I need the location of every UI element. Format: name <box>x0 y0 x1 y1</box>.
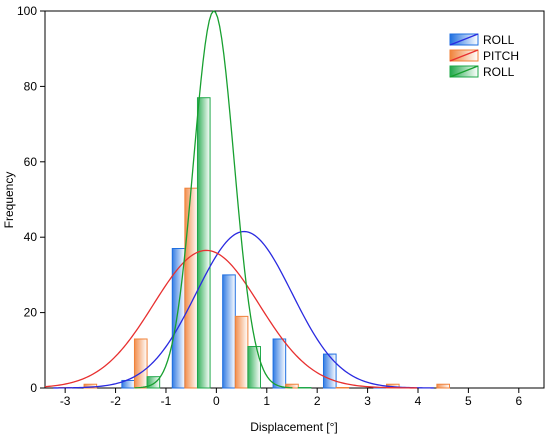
y-tick-label: 60 <box>24 155 38 169</box>
x-tick-label: 5 <box>465 394 472 408</box>
y-tick-label: 100 <box>17 4 37 18</box>
fit-curve-series2 <box>44 249 418 389</box>
bar-series2-3 <box>184 187 198 389</box>
y-axis: 0 20 40 60 80 100 <box>17 4 45 395</box>
bar-series2-6 <box>335 387 350 389</box>
bars-layer <box>58 97 450 389</box>
x-axis-title: Displacement [°] <box>250 420 338 434</box>
x-tick-label: 2 <box>314 394 321 408</box>
fit-curve-series1 <box>53 230 434 389</box>
legend-curve-sample-1 <box>449 33 479 46</box>
bar-series1-2 <box>222 274 236 389</box>
bar-series3-3 <box>297 387 312 389</box>
legend-label-3: ROLL <box>483 65 515 79</box>
y-tick-label: 40 <box>24 230 38 244</box>
legend-curve-sample-3 <box>449 65 479 78</box>
bar-series3-2 <box>247 346 261 389</box>
curves-layer <box>44 10 434 389</box>
bar-series1-4 <box>322 353 337 389</box>
bar-series1-3 <box>272 338 287 389</box>
legend-label-1: ROLL <box>483 33 515 47</box>
legend: ROLL PITCH ROLL <box>449 33 519 79</box>
fit-curve-series3 <box>134 10 293 389</box>
x-tick-label: -2 <box>110 394 121 408</box>
x-axis: -3 -2 -1 0 1 2 3 4 5 6 <box>60 388 522 408</box>
bar-series2-8 <box>436 383 450 389</box>
bar-series3-1 <box>196 97 211 389</box>
y-tick-label: 20 <box>24 306 38 320</box>
bar-series2-2 <box>133 338 148 389</box>
x-tick-label: -3 <box>60 394 71 408</box>
legend-curve-sample-2 <box>449 49 479 62</box>
legend-label-2: PITCH <box>483 49 519 63</box>
x-tick-label: 3 <box>364 394 371 408</box>
bar-series3-0 <box>146 376 161 389</box>
bar-series2-4 <box>234 315 249 389</box>
x-tick-label: 4 <box>415 394 422 408</box>
y-tick-label: 80 <box>24 79 38 93</box>
y-tick-label: 0 <box>30 381 37 395</box>
x-tick-label: -1 <box>161 394 172 408</box>
x-tick-label: 1 <box>263 394 270 408</box>
y-axis-title: Frequency <box>2 172 16 229</box>
x-tick-label: 6 <box>515 394 522 408</box>
x-tick-label: 0 <box>213 394 220 408</box>
